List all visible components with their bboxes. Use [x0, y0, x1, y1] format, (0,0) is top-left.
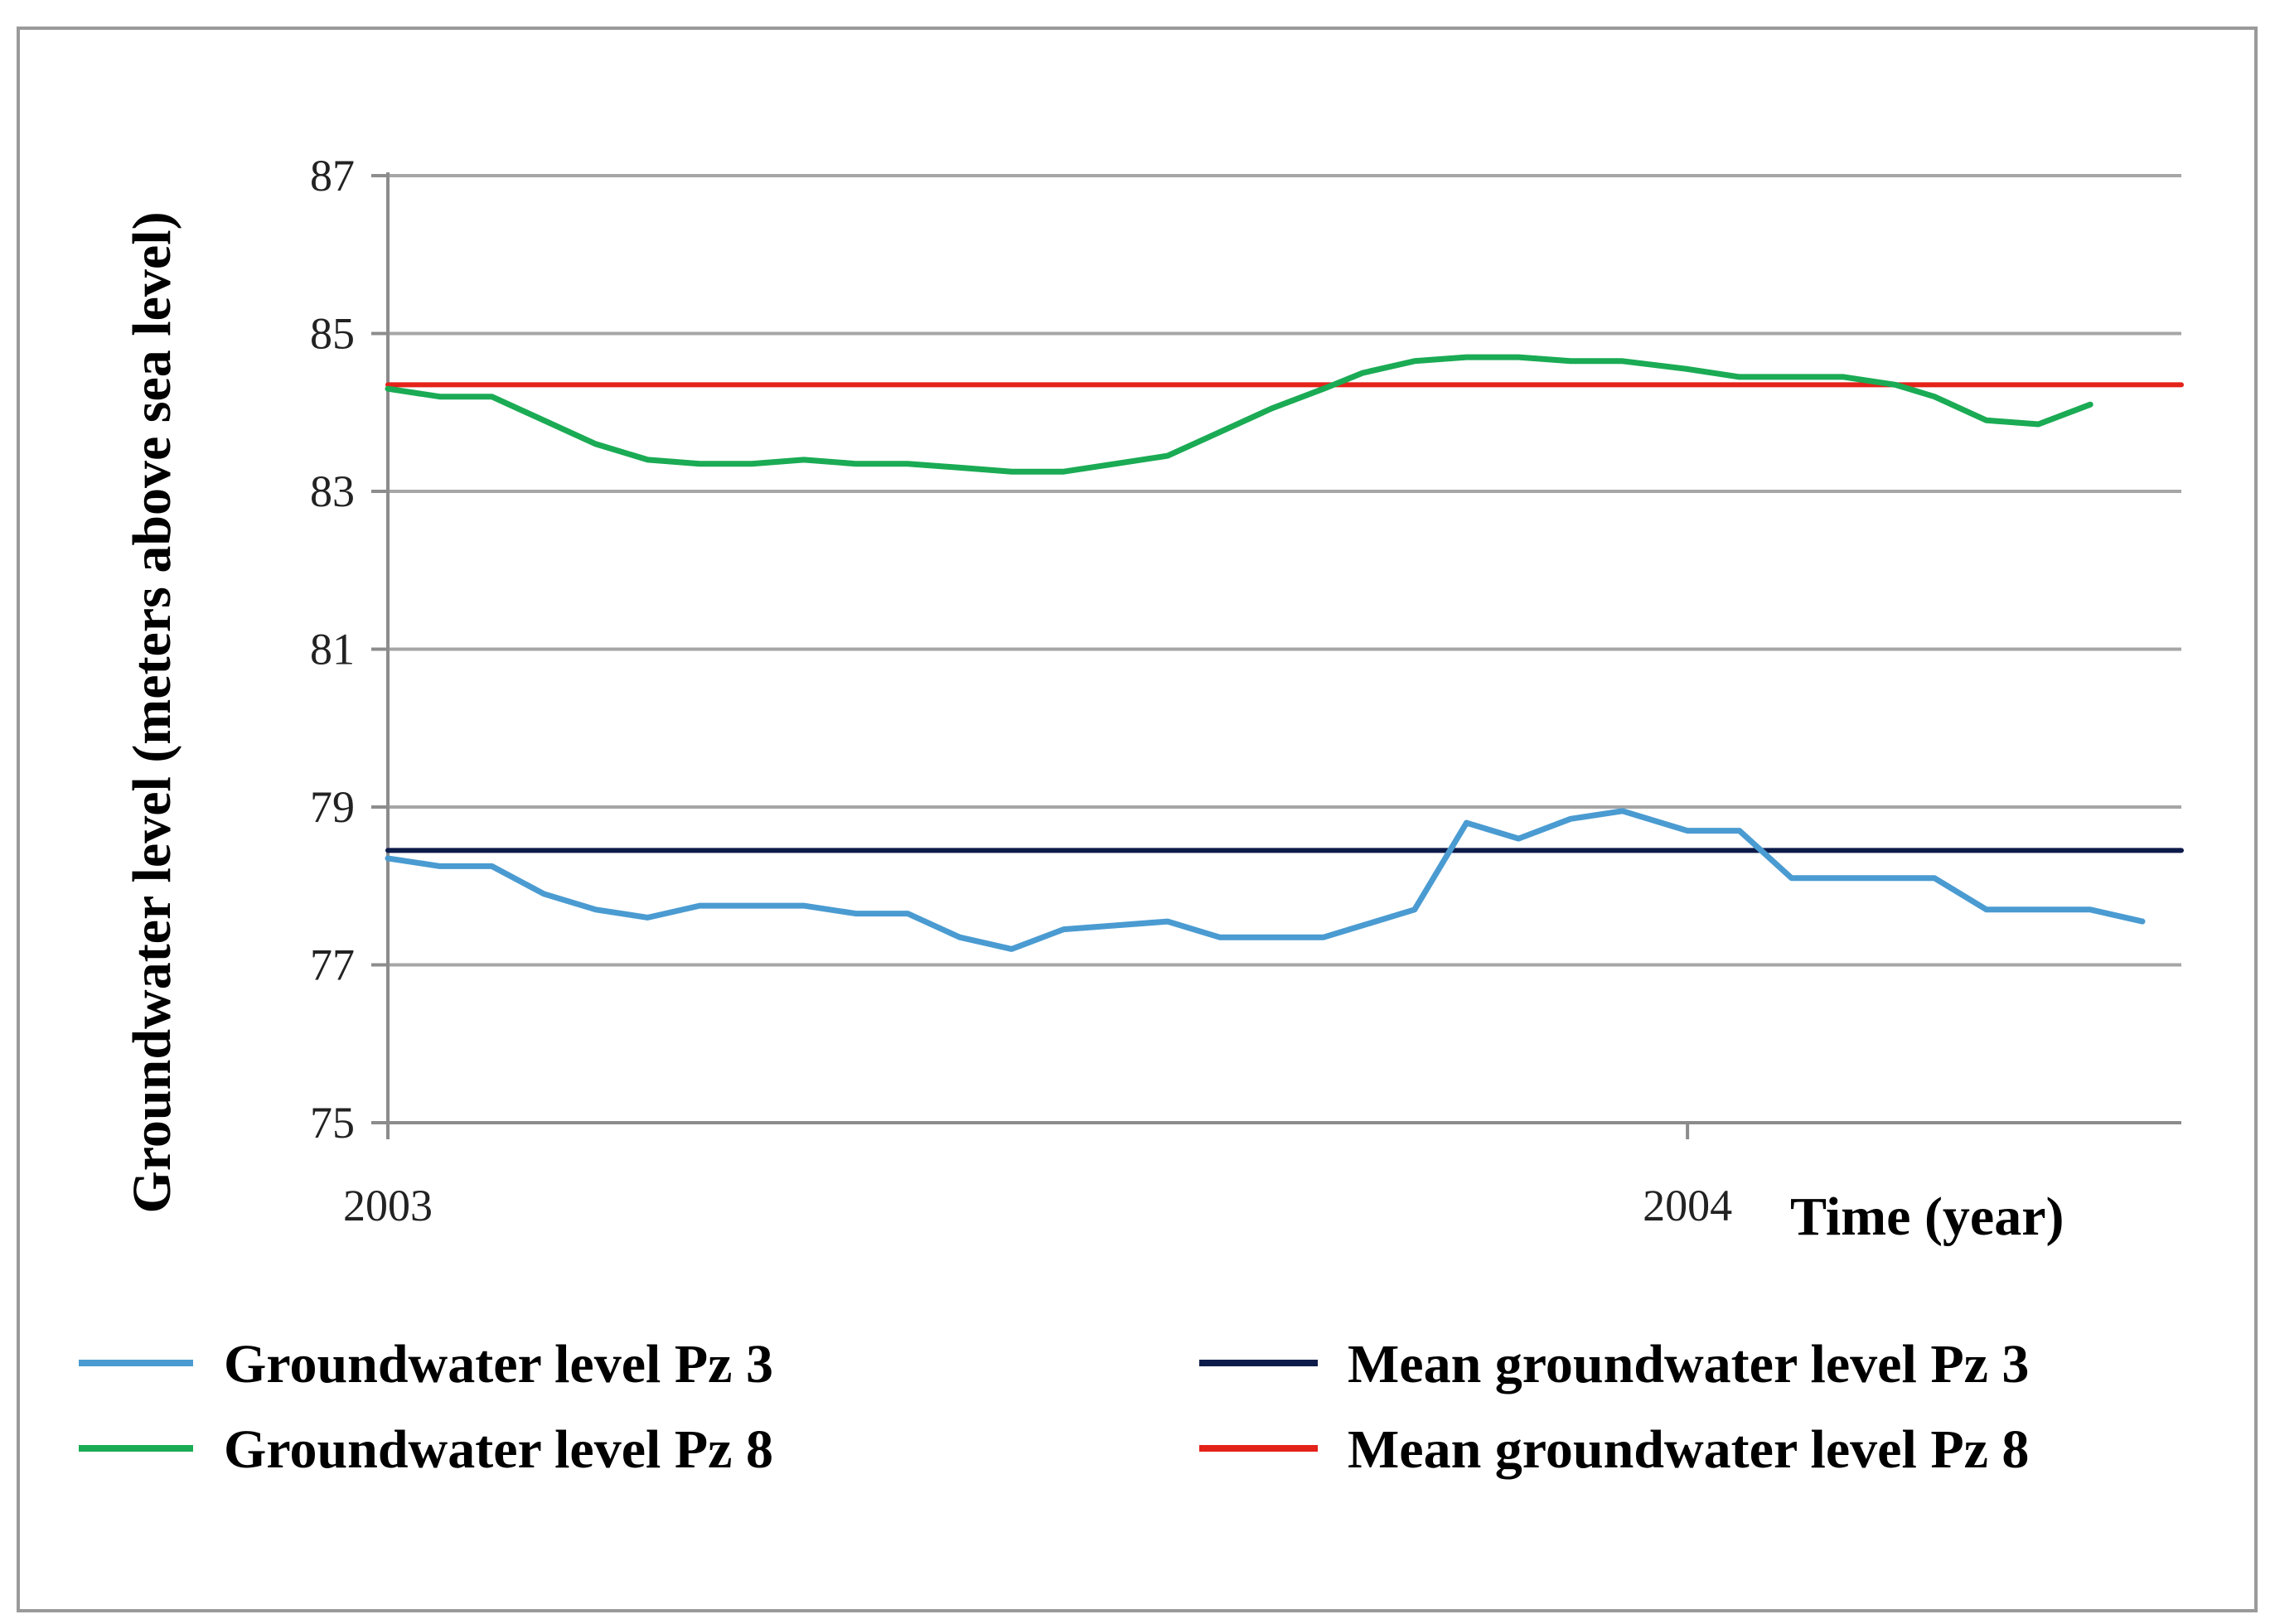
legend-label-mean-pz8: Mean groundwater level Pz 8: [1348, 1419, 2029, 1480]
x-tick-label: 2004: [1643, 1181, 1732, 1230]
y-tick-label: 87: [310, 151, 355, 201]
y-tick-label: 81: [310, 625, 355, 674]
legend-label-pz3: Groundwater level Pz 3: [224, 1334, 773, 1394]
y-axis-title: Groundwater level (meters above sea leve…: [122, 211, 182, 1213]
grid-lines: [388, 174, 2181, 967]
x-tick-label: 2003: [343, 1181, 433, 1230]
figure-border: [17, 27, 2258, 1612]
legend: Groundwater level Pz 3 Groundwater level…: [79, 1334, 2029, 1480]
x-axis-title: Time (year): [1790, 1187, 2064, 1247]
y-tick-label: 85: [310, 309, 355, 359]
series-line-groundwater-level-pz-8: [385, 354, 2093, 475]
y-tick-label: 77: [310, 940, 355, 990]
y-tick-label: 83: [310, 466, 355, 516]
legend-label-mean-pz3: Mean groundwater level Pz 3: [1348, 1334, 2029, 1394]
legend-label-pz8: Groundwater level Pz 8: [224, 1419, 773, 1480]
y-tick-label: 79: [310, 782, 355, 832]
y-tick-label: 75: [310, 1098, 355, 1148]
series-line-groundwater-level-pz-3: [385, 808, 2146, 952]
axes: 75 77 79 81 83 85 87 2003 2004: [310, 151, 2181, 1230]
data-series: [385, 354, 2184, 952]
